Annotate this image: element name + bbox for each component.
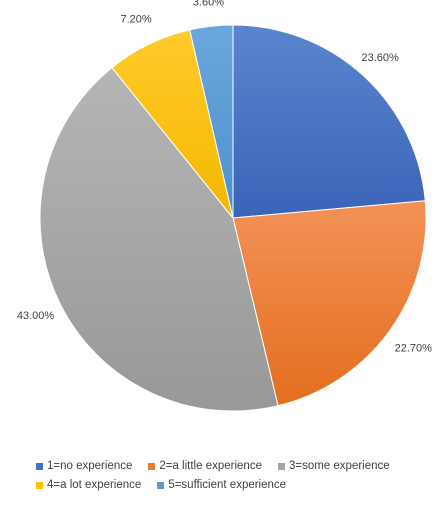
legend-row: 4=a lot experience 5=sufficient experien… [36, 479, 436, 491]
legend-item-a-little-experience: 2=a little experience [148, 460, 262, 472]
data-label-some-experience: 43.00% [17, 310, 55, 322]
legend-label: 3=some experience [288, 460, 390, 472]
pie-slice-some-experience [39, 66, 279, 412]
legend-swatch [36, 462, 43, 470]
legend-label: 5=sufficient experience [168, 479, 287, 491]
data-label-no-experience: 23.60% [362, 52, 400, 64]
pie-slice-sufficient-experience [189, 24, 234, 219]
legend-item-a-lot-experience: 4=a lot experience [36, 479, 141, 491]
legend-item-sufficient-experience: 5=sufficient experience [157, 479, 286, 491]
legend-label: 1=no experience [47, 460, 133, 472]
legend-item-some-experience: 3=some experience [277, 460, 390, 472]
pie-slice-no-experience [232, 24, 426, 219]
legend-label: 2=a little experience [159, 460, 262, 472]
legend-swatch [157, 481, 165, 489]
legend-row: 1=no experience 2=a little experience 3=… [36, 460, 436, 472]
legend-swatch [277, 462, 285, 470]
data-label-a-little-experience: 22.70% [395, 342, 433, 354]
pie-chart: 23.60% 22.70% 43.00% 7.20% 3.60% [17, 0, 433, 412]
pie-slice-a-little-experience [232, 200, 427, 407]
legend-swatch [148, 462, 156, 470]
data-label-a-lot-experience: 7.20% [120, 13, 151, 25]
legend-swatch [36, 481, 43, 489]
legend-item-no-experience: 1=no experience [36, 460, 132, 472]
chart-legend: 1=no experience 2=a little experience 3=… [36, 460, 436, 498]
legend-label: 4=a lot experience [47, 479, 142, 491]
data-label-sufficient-experience: 3.60% [193, 0, 224, 8]
